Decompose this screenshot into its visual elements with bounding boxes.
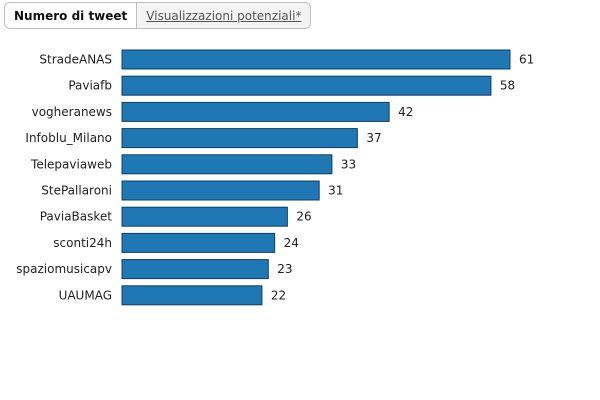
value-label: 31 bbox=[328, 184, 343, 198]
category-label: Telepaviaweb bbox=[30, 157, 112, 171]
bar-sconti24h[interactable] bbox=[121, 232, 276, 253]
bar-stepallaroni[interactable] bbox=[121, 180, 320, 201]
tab-bar: Numero di tweet Visualizzazioni potenzia… bbox=[4, 2, 312, 29]
value-label: 22 bbox=[271, 288, 286, 302]
category-label: vogheranews bbox=[32, 105, 112, 119]
category-label: PaviaBasket bbox=[40, 210, 113, 224]
value-label: 24 bbox=[284, 236, 299, 250]
value-label: 26 bbox=[296, 210, 311, 224]
category-label: Paviafb bbox=[68, 79, 112, 93]
value-label: 58 bbox=[500, 79, 515, 93]
bar-uaumag[interactable] bbox=[121, 285, 263, 306]
bar-telepaviaweb[interactable] bbox=[121, 154, 333, 175]
category-label: UAUMAG bbox=[59, 288, 112, 302]
category-label: sconti24h bbox=[53, 236, 112, 250]
category-label: Infoblu_Milano bbox=[25, 131, 112, 145]
value-label: 37 bbox=[366, 131, 381, 145]
bar-infoblu-milano[interactable] bbox=[121, 128, 358, 149]
bar-stradeanas[interactable] bbox=[121, 49, 511, 70]
category-label: StradeANAS bbox=[39, 53, 112, 67]
bar-paviafb[interactable] bbox=[121, 75, 492, 96]
bar-spaziomusicapv[interactable] bbox=[121, 259, 269, 280]
bar-paviabasket[interactable] bbox=[121, 206, 288, 227]
tab-numero-di-tweet[interactable]: Numero di tweet bbox=[5, 3, 138, 28]
value-label: 42 bbox=[398, 105, 413, 119]
value-label: 33 bbox=[341, 157, 356, 171]
bar-vogheranews[interactable] bbox=[121, 101, 390, 122]
value-label: 23 bbox=[277, 262, 292, 276]
bar-chart: StradeANAS 61 Paviafb 58 vogheranews 42 Infobl… bbox=[16, 49, 534, 306]
tab-visualizzazioni-potenziali[interactable]: Visualizzazioni potenziali* bbox=[146, 8, 302, 23]
value-label: 61 bbox=[519, 53, 534, 67]
category-label: spaziomusicapv bbox=[16, 262, 112, 276]
category-label: StePallaroni bbox=[41, 184, 112, 198]
